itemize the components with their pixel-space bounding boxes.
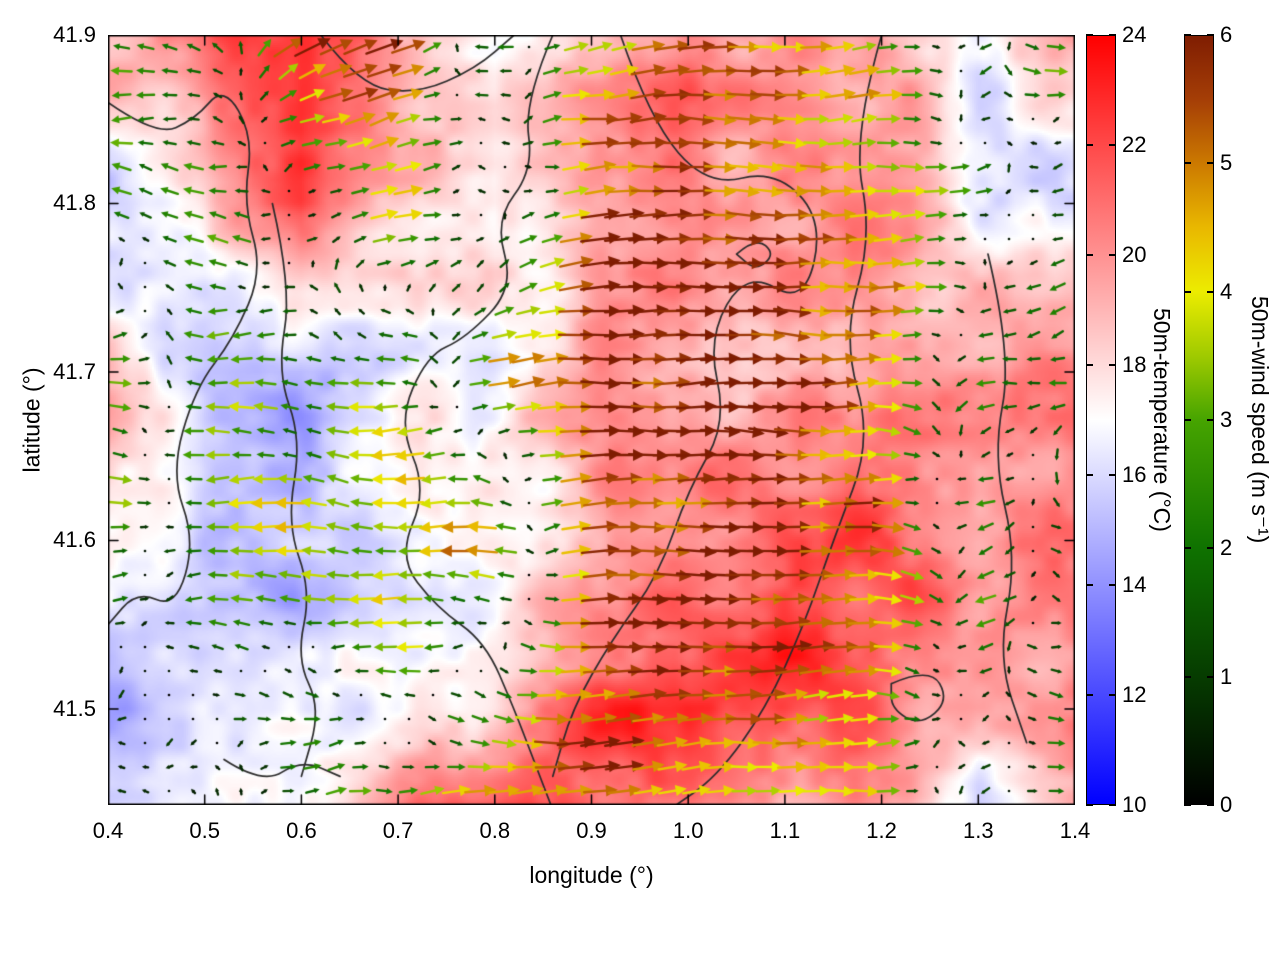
colorbar-tick-mark: [1207, 34, 1214, 36]
wind-cb-tick-label: 6: [1220, 22, 1233, 47]
wind-cb-tick-label: 5: [1220, 150, 1233, 176]
temperature-cb-tick-label: 12: [1122, 682, 1147, 707]
colorbar-tick-mark: [1109, 254, 1116, 256]
wind-cb-tick-label: 4: [1220, 278, 1233, 304]
y-tick-label: 41.9: [53, 22, 96, 47]
colorbar-tick-mark: [1184, 675, 1191, 678]
colorbar-tick-mark: [1086, 364, 1093, 366]
temperature-colorbar: [1086, 35, 1116, 805]
colorbar-tick-mark: [1207, 804, 1214, 806]
plot-area: [108, 35, 1075, 805]
temperature-cb-tick-label: 20: [1122, 242, 1147, 267]
colorbar-tick-mark: [1086, 474, 1093, 476]
colorbar-tick-mark: [1086, 34, 1093, 36]
temperature-cb-tick-label: 10: [1122, 792, 1147, 817]
y-tick-label: 41.7: [53, 358, 96, 384]
x-axis-label: longitude (°): [529, 862, 654, 888]
temperature-cb-tick-label: 18: [1122, 352, 1147, 377]
y-tick-label: 41.6: [53, 527, 96, 553]
x-tick-label: 1.1: [769, 818, 801, 843]
x-tick-label: 0.8: [479, 818, 511, 843]
colorbar-tick-mark: [1184, 547, 1191, 550]
wind-colorbar-label: 50m-wind speed (m s⁻¹): [1247, 296, 1273, 544]
colorbar-tick-mark: [1109, 804, 1116, 806]
wind-cb-tick-label: 0: [1220, 792, 1233, 817]
colorbar-tick-mark: [1184, 162, 1191, 165]
colorbar-tick-mark: [1207, 547, 1214, 550]
temperature-cb-tick-label: 16: [1122, 462, 1147, 487]
colorbar-tick-mark: [1109, 364, 1116, 366]
wind-cb-tick-label: 1: [1220, 663, 1233, 689]
wind-cb-tick-label: 2: [1220, 535, 1233, 561]
x-tick-label: 1.0: [672, 818, 704, 843]
temperature-cb-tick-label: 24: [1122, 22, 1147, 47]
colorbar-tick-mark: [1086, 254, 1093, 256]
colorbar-tick-mark: [1184, 290, 1191, 293]
colorbar-tick-mark: [1086, 584, 1093, 586]
colorbar-tick-mark: [1207, 419, 1214, 421]
x-tick-label: 1.3: [963, 818, 994, 843]
x-tick-label: 1.2: [866, 818, 897, 843]
colorbar-tick-mark: [1086, 144, 1093, 146]
y-tick-label: 41.5: [53, 695, 96, 721]
temperature-colorbar-label: 50m-temperature (°C): [1149, 308, 1175, 532]
colorbar-tick-mark: [1184, 34, 1191, 36]
temperature-cb-tick-label: 22: [1122, 132, 1147, 157]
colorbar-tick-mark: [1086, 804, 1093, 806]
colorbar-tick-mark: [1207, 162, 1214, 165]
x-tick-label: 0.9: [576, 818, 607, 843]
colorbar-tick-mark: [1184, 419, 1191, 421]
colorbar-tick-mark: [1086, 694, 1093, 696]
colorbar-tick-mark: [1109, 144, 1116, 146]
temperature-cb-tick-label: 14: [1122, 572, 1147, 597]
x-tick-label: 0.4: [92, 818, 124, 843]
colorbar-tick-mark: [1207, 675, 1214, 678]
colorbar-tick-mark: [1109, 694, 1116, 696]
colorbar-tick-mark: [1109, 34, 1116, 36]
y-tick-label: 41.8: [53, 190, 96, 216]
x-tick-label: 0.6: [286, 818, 317, 843]
x-tick-label: 0.7: [382, 818, 414, 843]
colorbar-tick-mark: [1109, 584, 1116, 586]
x-tick-label: 1.4: [1059, 818, 1091, 843]
map-canvas: [108, 35, 1075, 805]
colorbar-tick-mark: [1207, 290, 1214, 293]
colorbar-tick-mark: [1109, 474, 1116, 476]
wind-cb-tick-label: 3: [1220, 407, 1233, 432]
x-tick-label: 0.5: [189, 818, 220, 843]
y-axis-label: latitude (°): [18, 367, 45, 473]
colorbar-tick-mark: [1184, 804, 1191, 806]
